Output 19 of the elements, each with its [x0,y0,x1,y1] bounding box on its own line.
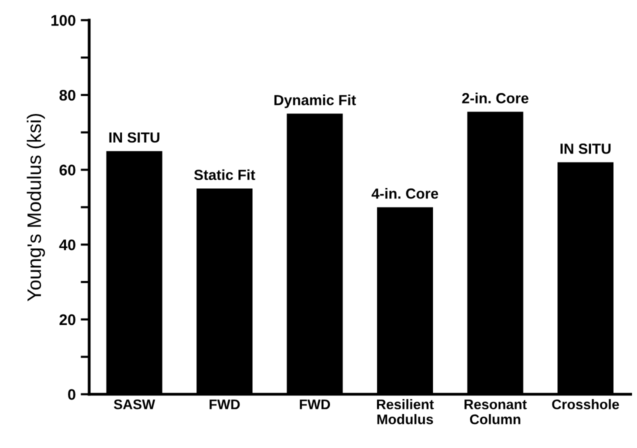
annotation: Static Fit [194,169,256,180]
y-tick-label: 80 [59,90,76,101]
y-tick-label: 0 [68,389,76,400]
y-tick-label: 60 [60,164,76,176]
y-tick-label: 20 [60,314,76,326]
annotation: Dynamic Fit [274,94,356,108]
y-axis-title: Young's Modulus (ksi) [26,114,45,302]
y-tick-label: 40 [59,239,76,250]
annotation: IN SITU [560,144,611,154]
x-tick-label: SASW [114,399,156,410]
annotation: 4-in. Core [372,188,438,199]
y-tick-label: 100 [51,15,76,26]
x-tick-label: Crosshole [552,399,619,410]
annotation: 2-in. Core [462,92,528,104]
annotation: IN SITU [109,132,160,143]
x-tick-label: FWD [300,400,330,410]
x-tick-label: Resonant Column [464,400,527,424]
x-tick-label: FWD [210,400,240,410]
x-tick-label: Resilient Modulus [377,399,434,424]
